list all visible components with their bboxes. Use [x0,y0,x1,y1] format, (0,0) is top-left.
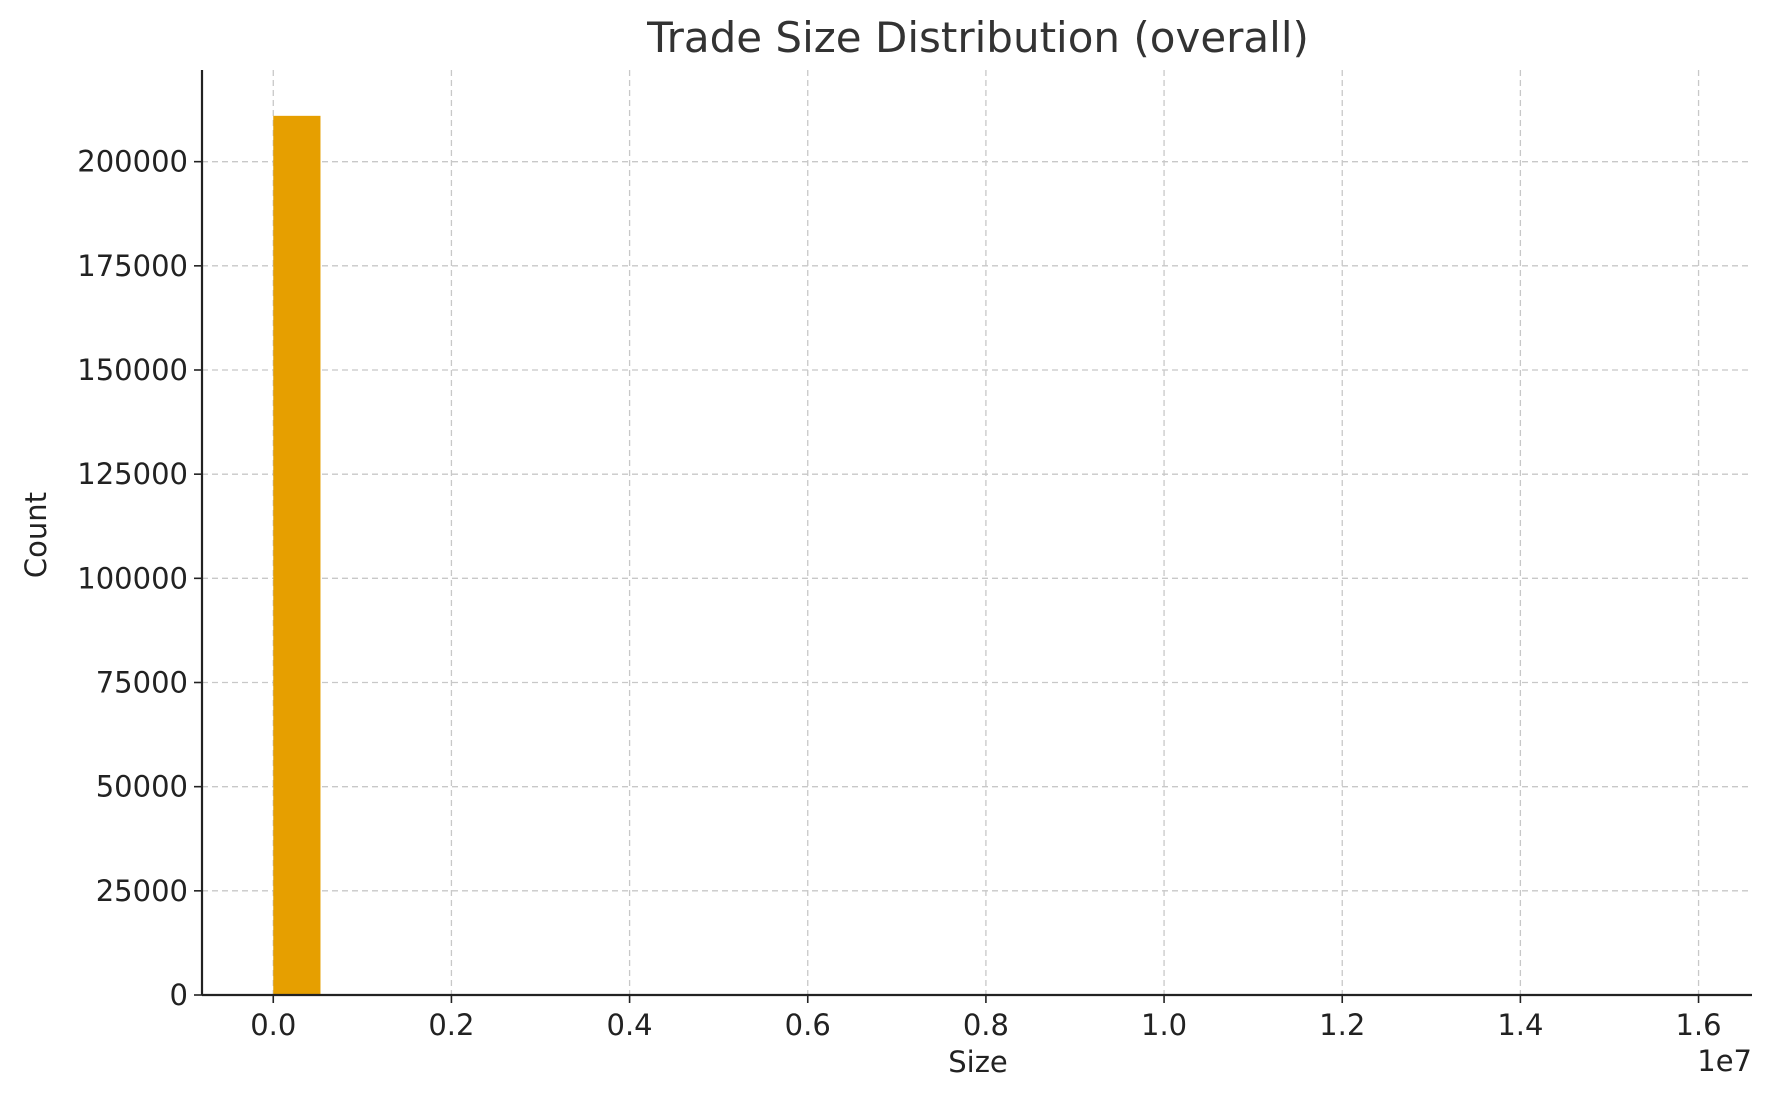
bar-layer [273,115,321,996]
y-tick-label: 25000 [96,874,188,908]
tick-layer: 0.0 0.2 0.4 0.6 0.8 1.0 1.2 1.4 1.6 0 25000 50000 75… [77,145,1721,1042]
y-tick-label: 50000 [96,770,188,804]
x-tick-label: 0.2 [428,1008,474,1042]
x-tick-label: 0.8 [963,1008,1009,1042]
axis-layer [200,70,1752,997]
x-tick-label: 1.0 [1141,1008,1187,1042]
y-axis-label: Count [19,492,53,578]
y-tick-label: 175000 [77,249,188,283]
y-tick-label: 200000 [77,145,188,179]
y-tick-label: 125000 [77,457,188,491]
x-tick-label: 0.4 [607,1008,653,1042]
x-tick-label: 1.6 [1675,1008,1721,1042]
y-tick-label: 150000 [77,353,188,387]
x-tick-label: 1.2 [1319,1008,1365,1042]
x-axis-offset-label: 1e7 [1697,1044,1752,1078]
histogram-bar [273,115,321,996]
x-tick-label: 1.4 [1497,1008,1543,1042]
chart-title: Trade Size Distribution (overall) [646,13,1309,62]
y-tick-label: 75000 [96,666,188,700]
x-tick-label: 0.6 [785,1008,831,1042]
grid-layer [202,70,1752,996]
y-tick-label: 100000 [77,561,188,595]
y-tick-label: 0 [170,978,188,1012]
x-tick-label: 0.0 [250,1008,296,1042]
x-axis-label: Size [948,1045,1008,1079]
